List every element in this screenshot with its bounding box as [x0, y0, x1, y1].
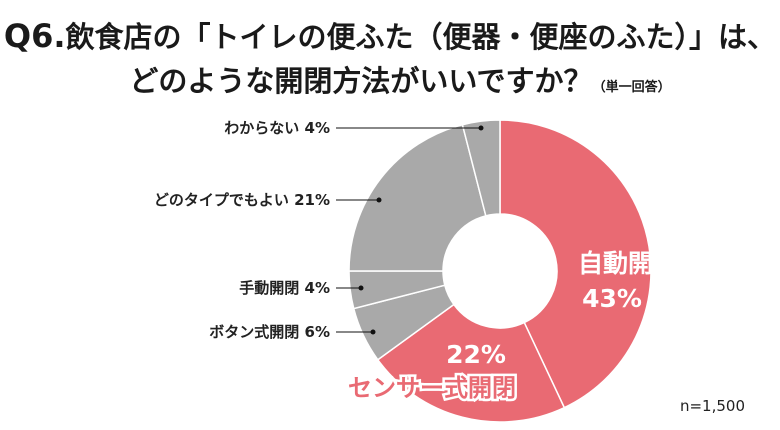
slice-4	[348, 123, 487, 272]
slice-value-sensor: 22%	[446, 340, 506, 369]
slice-value-auto: 43%	[582, 284, 642, 313]
leader-dot-3	[358, 285, 364, 291]
slice-label-4: どのタイプでもよい 21%	[154, 191, 330, 209]
slice-5	[461, 119, 501, 217]
slice-1	[376, 303, 566, 423]
leader-dot-4	[376, 197, 382, 203]
leader-dot-2	[370, 329, 376, 335]
slice-label-5: わからない 4%	[224, 119, 330, 137]
answer-type-note: （単一回答）	[592, 80, 671, 95]
slice-label-sensor: センサー式開閉	[348, 374, 516, 402]
slice-label-2: ボタン式開閉 6%	[209, 323, 330, 341]
chart-title-line1: Q6.飲食店の「トイレの便ふた（便器・便座のふた）」は、	[0, 14, 780, 56]
question-number: Q6.	[3, 17, 66, 55]
slice-label-auto: 自動開閉	[578, 249, 678, 278]
slice-label-3: 手動開閉 4%	[239, 279, 330, 297]
leader-dot-5	[478, 125, 484, 131]
title-text-2: どのような開閉方法がいいですか？	[129, 64, 593, 98]
sample-size: n=1,500	[679, 397, 745, 415]
slice-0	[499, 119, 652, 409]
title-text-1: 飲食店の「トイレの便ふた（便器・便座のふた）」は、	[65, 20, 777, 54]
chart-title-line2: どのような開閉方法がいいですか？（単一回答）	[10, 58, 780, 100]
